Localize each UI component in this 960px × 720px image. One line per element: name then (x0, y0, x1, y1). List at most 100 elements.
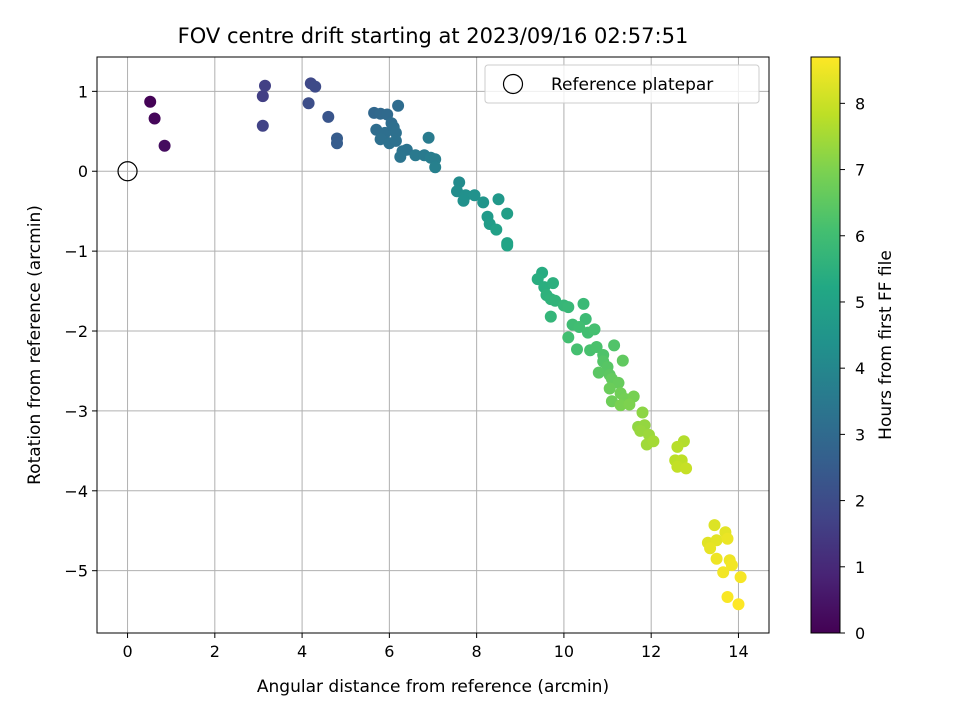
data-point (531, 273, 544, 286)
y-tick-label: −5 (64, 562, 88, 581)
data-point (592, 366, 605, 379)
colorbar-ticks: 0 1 2 3 4 5 6 7 8 (840, 94, 865, 643)
x-tick-label: 10 (554, 642, 574, 661)
data-point (612, 376, 625, 389)
legend-reference-marker (502, 73, 524, 95)
data-point (614, 399, 627, 412)
data-point (392, 99, 405, 112)
colorbar-tick-label: 5 (855, 293, 865, 312)
data-point (588, 323, 601, 336)
colorbar: 0 1 2 3 4 5 6 7 8 Hours from first FF file (810, 56, 896, 643)
y-tick-label: −2 (64, 322, 88, 341)
data-point (721, 591, 734, 603)
grid-lines (97, 57, 769, 633)
data-point (422, 131, 435, 144)
y-tick-label: −4 (64, 482, 88, 501)
data-point (562, 301, 575, 314)
legend-box (484, 64, 760, 104)
data-point (590, 341, 603, 353)
x-tick-label: 14 (728, 642, 748, 661)
data-point (477, 196, 490, 209)
data-point (544, 310, 557, 323)
y-tick-label: −3 (64, 402, 88, 421)
colorbar-tick-label: 8 (855, 94, 865, 113)
data-point (490, 223, 503, 236)
plot-frame (96, 56, 770, 634)
y-axis-ticks: 1 0 −1 −2 −3 −4 −5 (64, 82, 97, 581)
colorbar-label: Hours from first FF file (876, 250, 896, 440)
data-point (547, 277, 559, 290)
data-point (468, 189, 481, 202)
data-point (577, 297, 590, 310)
data-point (256, 90, 269, 103)
colorbar-frame (810, 56, 841, 634)
chart-title: FOV centre drift starting at 2023/09/16 … (178, 24, 689, 48)
colorbar-tick-label: 6 (855, 227, 865, 246)
data-point (603, 382, 616, 395)
colorbar-tick-label: 2 (855, 492, 865, 511)
colorbar-gradient (811, 57, 840, 633)
data-point (636, 406, 649, 419)
x-tick-label: 4 (297, 642, 307, 661)
data-points (144, 77, 747, 611)
y-tick-label: 1 (78, 82, 88, 101)
data-point (680, 462, 693, 475)
data-point (457, 194, 470, 207)
x-tick-label: 6 (384, 642, 394, 661)
colorbar-tick-label: 3 (855, 425, 865, 444)
x-tick-label: 0 (122, 642, 132, 661)
data-point (725, 559, 738, 572)
legend: Reference platepar (484, 64, 760, 104)
data-point (309, 80, 322, 93)
data-point (394, 150, 407, 163)
x-tick-label: 8 (472, 642, 482, 661)
data-point (704, 542, 717, 555)
data-point (623, 398, 636, 411)
data-point (671, 440, 684, 453)
reference-marker (117, 161, 138, 182)
data-point (158, 139, 171, 152)
data-point (710, 534, 723, 547)
colorbar-tick-label: 7 (855, 161, 865, 180)
data-point (409, 149, 422, 162)
data-point (571, 343, 583, 356)
y-tick-label: −1 (64, 242, 88, 261)
data-point (389, 134, 402, 147)
data-point (616, 354, 629, 367)
data-point (710, 552, 723, 565)
data-point (331, 137, 343, 150)
colorbar-tick-label: 1 (855, 558, 865, 577)
data-point (721, 532, 734, 545)
colorbar-tick-label: 4 (855, 359, 865, 378)
data-point (734, 571, 747, 584)
data-point (732, 598, 745, 611)
legend-label: Reference platepar (551, 75, 713, 95)
x-tick-label: 12 (641, 642, 661, 661)
data-point (608, 339, 621, 352)
data-point (579, 313, 592, 325)
data-point (573, 321, 586, 333)
data-point (302, 97, 315, 110)
data-point (708, 519, 721, 532)
data-point (144, 95, 157, 108)
colorbar-tick-label: 0 (855, 624, 865, 643)
y-axis-label: Rotation from reference (arcmin) (25, 205, 45, 485)
data-point (429, 161, 442, 174)
plot-background (97, 57, 769, 633)
data-point (501, 207, 514, 220)
data-point (562, 331, 575, 344)
data-point (322, 110, 335, 123)
data-point (148, 112, 161, 125)
data-point (501, 239, 514, 252)
y-tick-label: 0 (78, 162, 88, 181)
data-point (256, 119, 269, 132)
reference-point (117, 161, 138, 182)
x-tick-label: 2 (210, 642, 220, 661)
data-point (717, 566, 730, 579)
x-axis-label: Angular distance from reference (arcmin) (257, 677, 609, 697)
x-axis-ticks: 0 2 4 6 8 10 12 14 (122, 633, 749, 661)
data-point (647, 435, 660, 448)
data-point (259, 79, 271, 92)
data-point (492, 193, 505, 206)
